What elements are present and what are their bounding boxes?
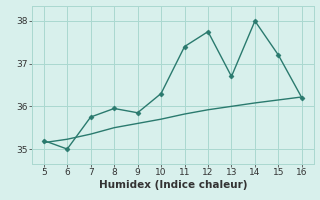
X-axis label: Humidex (Indice chaleur): Humidex (Indice chaleur)	[99, 180, 247, 190]
